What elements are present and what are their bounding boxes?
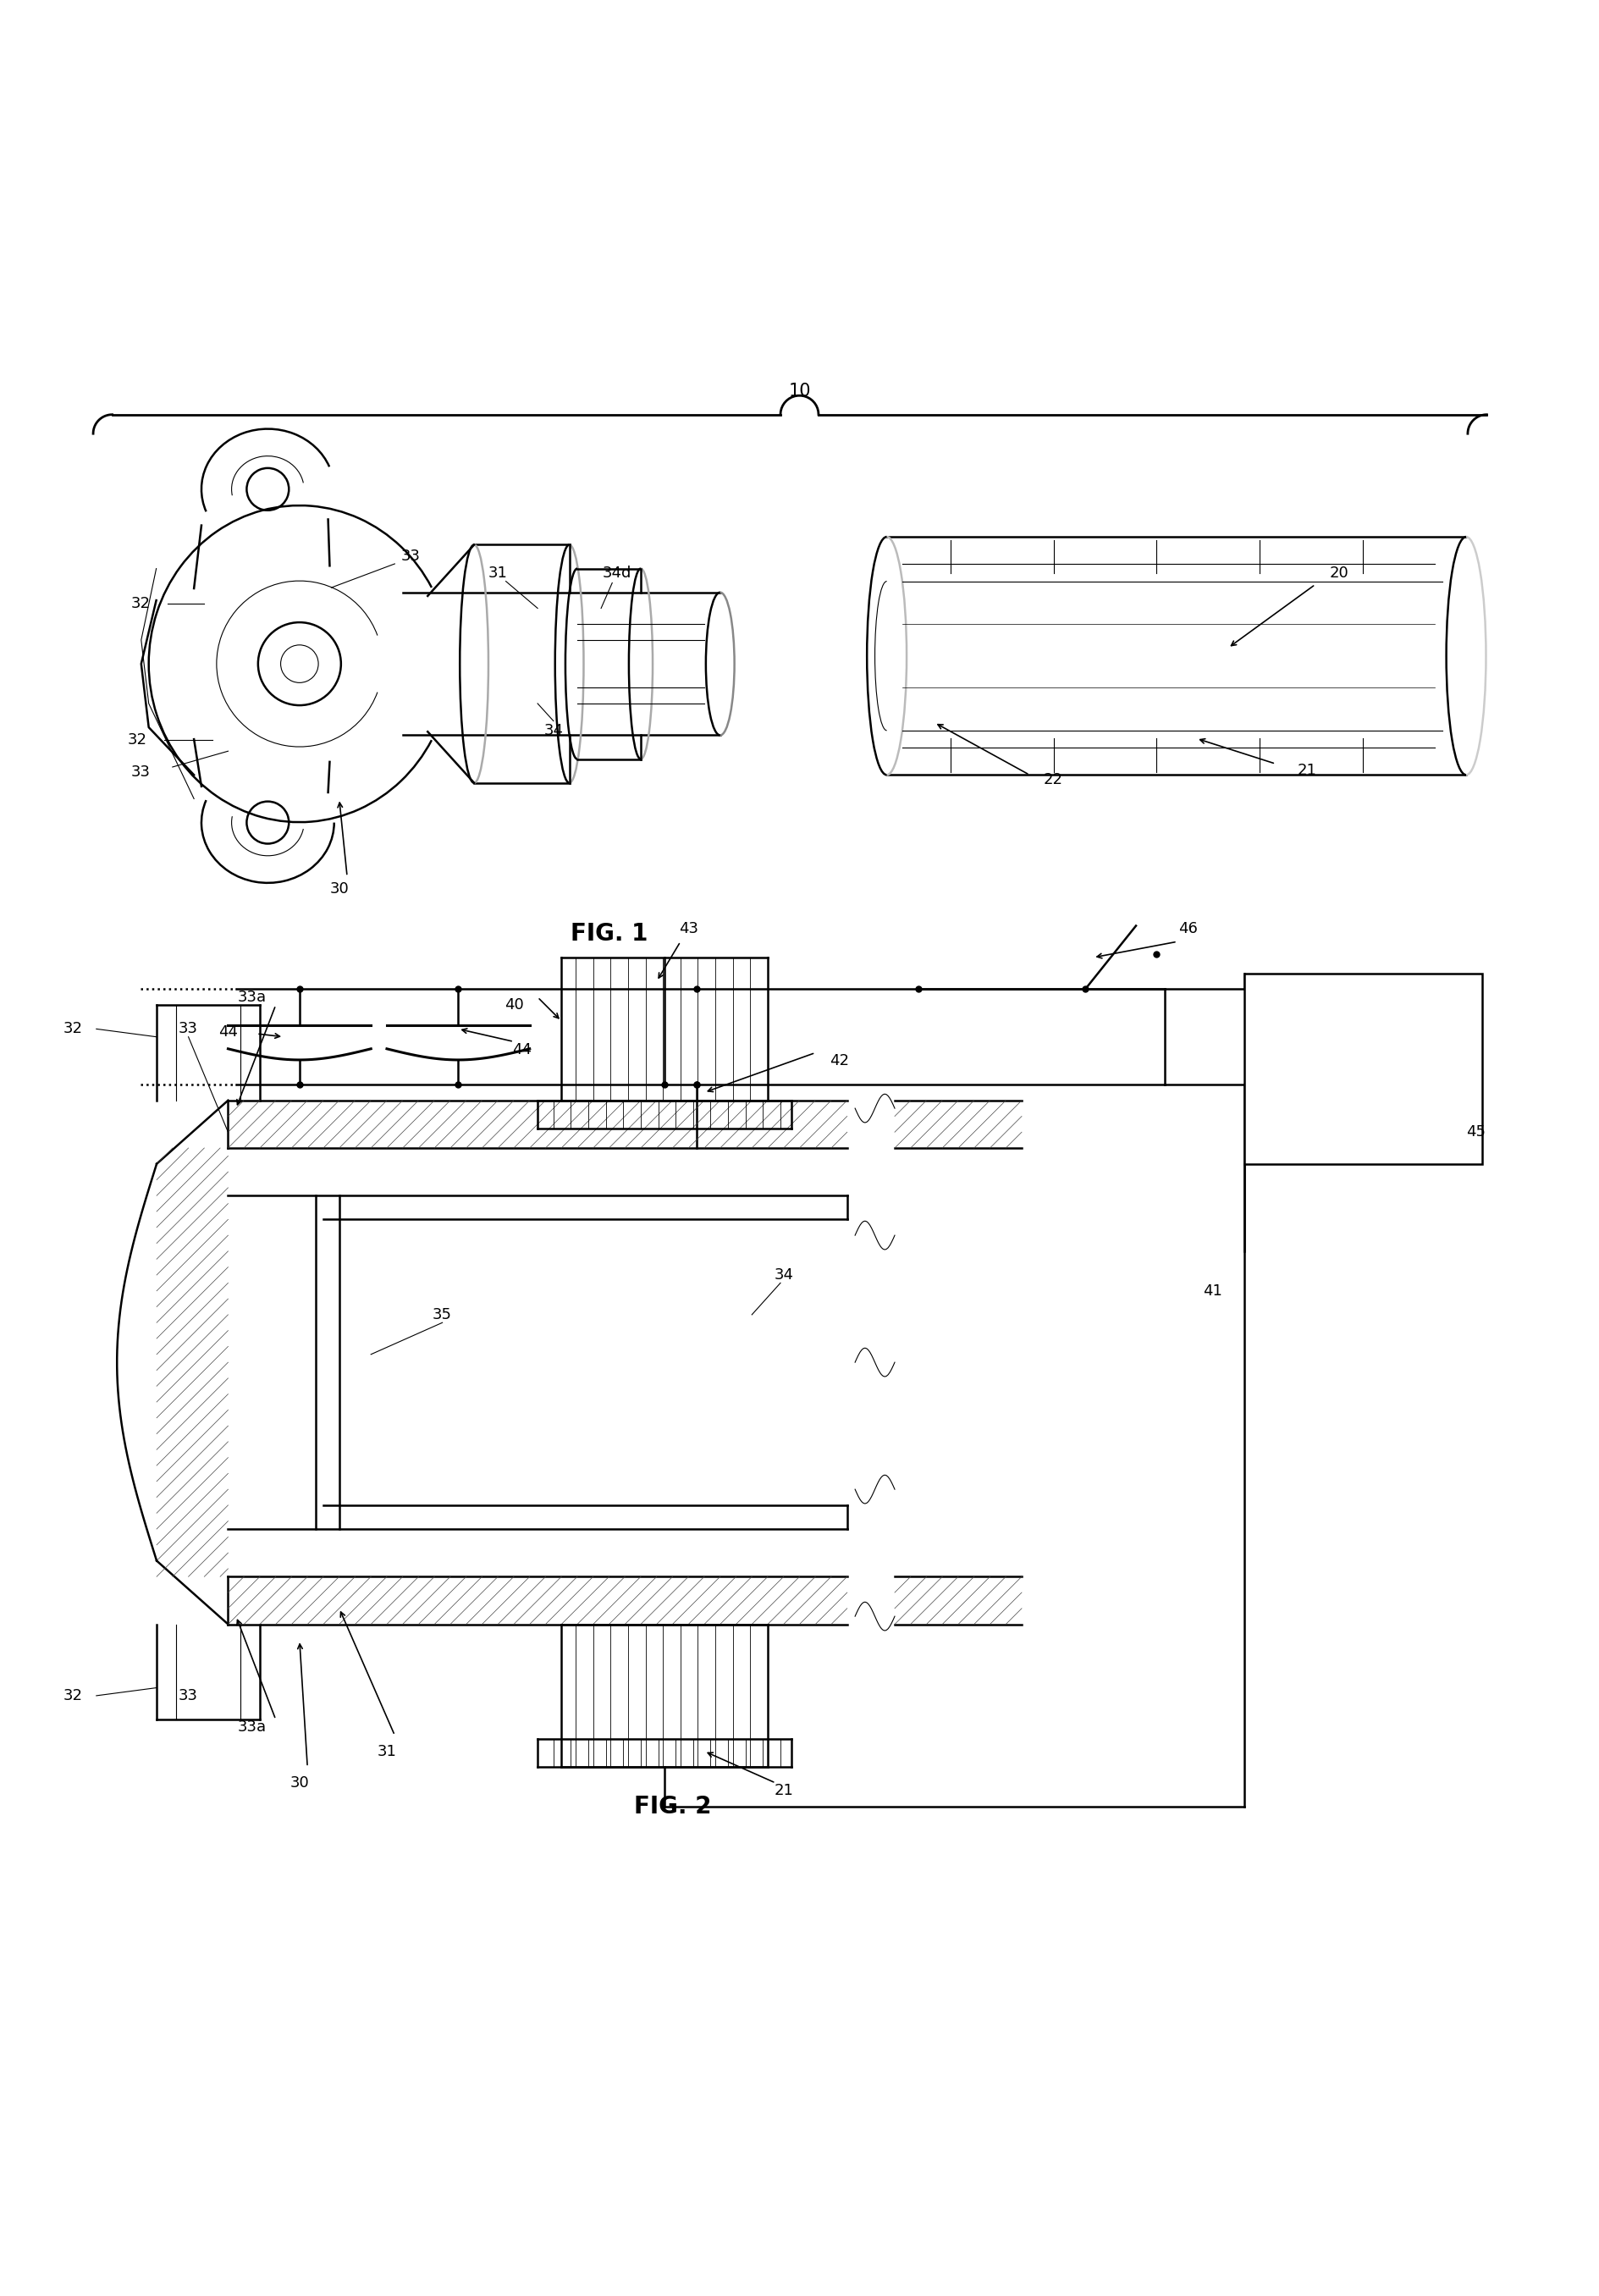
Text: 21: 21 xyxy=(774,1784,793,1798)
Text: 33: 33 xyxy=(131,765,150,778)
Text: 20: 20 xyxy=(1329,565,1350,581)
Text: 33a: 33a xyxy=(238,990,267,1006)
Text: 32: 32 xyxy=(128,732,147,748)
Text: 10: 10 xyxy=(788,383,811,400)
Text: 33: 33 xyxy=(179,1022,198,1035)
Text: 41: 41 xyxy=(1202,1283,1222,1300)
Text: 32: 32 xyxy=(131,597,150,611)
Text: 32: 32 xyxy=(62,1022,82,1035)
Text: 33: 33 xyxy=(401,549,421,563)
Text: 31: 31 xyxy=(377,1743,397,1759)
Text: 21: 21 xyxy=(1298,762,1318,778)
Text: 35: 35 xyxy=(433,1306,453,1322)
Text: 34: 34 xyxy=(774,1267,793,1283)
Text: 46: 46 xyxy=(1178,921,1198,937)
Text: 34d: 34d xyxy=(603,565,632,581)
Text: 33a: 33a xyxy=(238,1720,267,1736)
Text: 22: 22 xyxy=(1044,771,1063,788)
Text: 44: 44 xyxy=(219,1024,238,1040)
Text: FIG. 1: FIG. 1 xyxy=(571,921,648,946)
Text: 42: 42 xyxy=(830,1054,849,1068)
Text: 44: 44 xyxy=(512,1042,531,1056)
Text: 43: 43 xyxy=(678,921,699,937)
Text: 45: 45 xyxy=(1466,1125,1485,1139)
Text: 30: 30 xyxy=(329,882,349,898)
Text: 30: 30 xyxy=(289,1775,309,1791)
Text: 40: 40 xyxy=(504,996,523,1013)
Text: FIG. 2: FIG. 2 xyxy=(633,1795,712,1818)
Text: 33: 33 xyxy=(179,1688,198,1704)
Bar xyxy=(1244,974,1482,1164)
Text: 31: 31 xyxy=(488,565,507,581)
Text: 34: 34 xyxy=(544,723,563,737)
Text: 32: 32 xyxy=(62,1688,82,1704)
